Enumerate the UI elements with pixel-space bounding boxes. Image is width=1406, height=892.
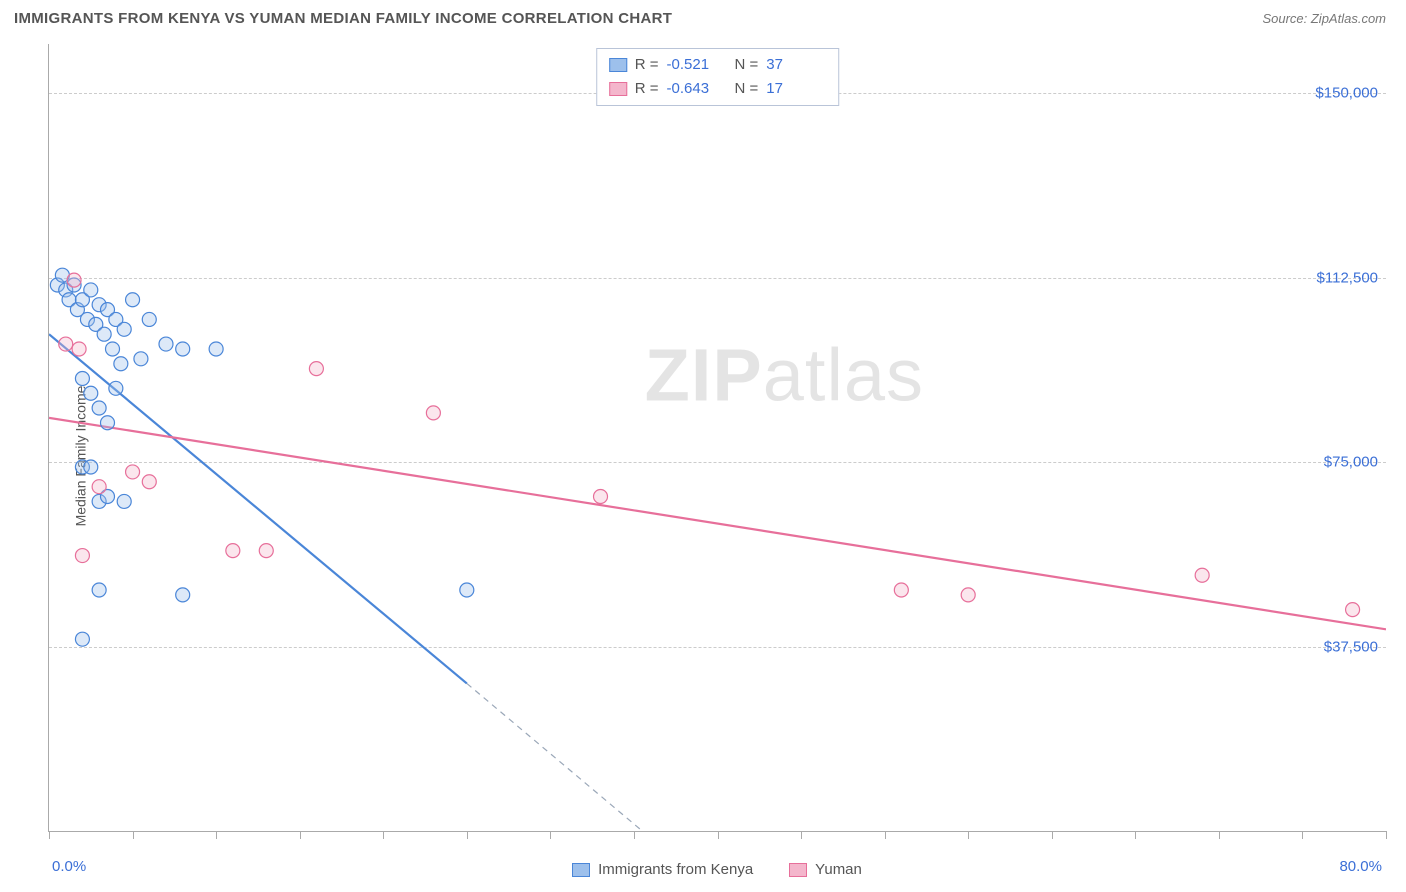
data-point (67, 273, 81, 287)
r-label: R = (635, 53, 659, 77)
data-point (92, 583, 106, 597)
data-point (114, 357, 128, 371)
plot-area: ZIPatlas R =-0.521N =37R =-0.643N =17 $3… (48, 44, 1386, 832)
stats-legend-row: R = -0.521 N = 37 (609, 53, 827, 77)
data-point (84, 386, 98, 400)
r-value: -0.521 (667, 53, 727, 77)
legend-swatch (572, 863, 590, 877)
trend-line-extrapolated (467, 683, 642, 831)
x-tick (467, 831, 468, 839)
data-point (159, 337, 173, 351)
data-point (309, 362, 323, 376)
x-tick (634, 831, 635, 839)
n-value: 17 (766, 77, 826, 101)
data-point (134, 352, 148, 366)
x-tick (1302, 831, 1303, 839)
data-point (1195, 568, 1209, 582)
stats-legend-row: R = -0.643 N = 17 (609, 77, 827, 101)
legend-swatch (609, 82, 627, 96)
data-point (142, 312, 156, 326)
x-tick (216, 831, 217, 839)
legend-swatch (789, 863, 807, 877)
stats-legend: R = -0.521 N = 37 R = -0.643 N = 17 (596, 48, 840, 106)
data-point (75, 632, 89, 646)
data-point (226, 544, 240, 558)
x-tick (885, 831, 886, 839)
data-point (106, 342, 120, 356)
data-point (126, 465, 140, 479)
data-point (894, 583, 908, 597)
data-point (59, 337, 73, 351)
data-point (84, 283, 98, 297)
series-name: Immigrants from Kenya (598, 861, 753, 878)
data-point (259, 544, 273, 558)
series-legend-item: Immigrants from Kenya (572, 861, 753, 878)
data-point (117, 322, 131, 336)
x-tick (968, 831, 969, 839)
x-tick (49, 831, 50, 839)
x-tick (383, 831, 384, 839)
x-tick (1219, 831, 1220, 839)
x-tick (550, 831, 551, 839)
data-point (97, 327, 111, 341)
n-label: N = (735, 53, 759, 77)
data-point (75, 371, 89, 385)
data-point (176, 588, 190, 602)
x-tick (1135, 831, 1136, 839)
data-point (109, 381, 123, 395)
r-value: -0.643 (667, 77, 727, 101)
data-point (92, 480, 106, 494)
data-point (117, 494, 131, 508)
data-point (100, 416, 114, 430)
data-point (426, 406, 440, 420)
r-label: R = (635, 77, 659, 101)
series-legend: Immigrants from Kenya Yuman (48, 861, 1386, 878)
n-value: 37 (766, 53, 826, 77)
data-point (1346, 603, 1360, 617)
data-point (209, 342, 223, 356)
series-name: Yuman (815, 861, 862, 878)
x-tick (801, 831, 802, 839)
x-tick (1052, 831, 1053, 839)
x-tick (300, 831, 301, 839)
data-point (72, 342, 86, 356)
data-point (594, 490, 608, 504)
data-point (460, 583, 474, 597)
correlation-chart: Median Family Income ZIPatlas R =-0.521N… (14, 44, 1386, 868)
n-label: N = (735, 77, 759, 101)
source-attribution: Source: ZipAtlas.com (1262, 11, 1386, 26)
trend-line (49, 418, 1386, 630)
data-point (84, 460, 98, 474)
x-tick (1386, 831, 1387, 839)
data-point (961, 588, 975, 602)
x-tick (718, 831, 719, 839)
series-legend-item: Yuman (789, 861, 862, 878)
data-point (126, 293, 140, 307)
legend-swatch (609, 58, 627, 72)
data-point (176, 342, 190, 356)
chart-title: IMMIGRANTS FROM KENYA VS YUMAN MEDIAN FA… (14, 10, 672, 27)
data-point (75, 549, 89, 563)
data-point (142, 475, 156, 489)
data-point (92, 401, 106, 415)
x-tick (133, 831, 134, 839)
